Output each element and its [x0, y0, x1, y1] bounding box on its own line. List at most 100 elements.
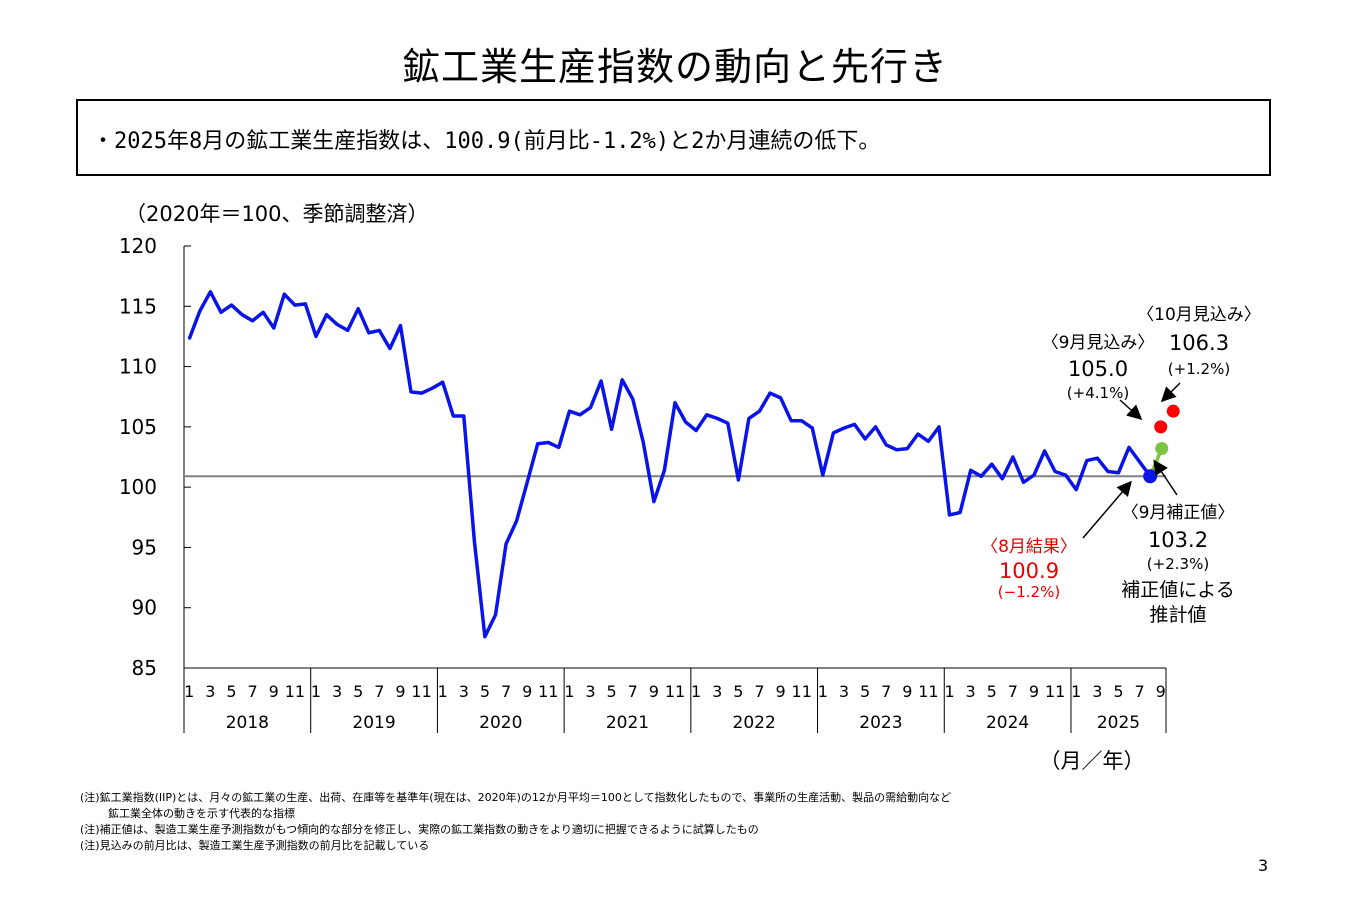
- series-point: [726, 422, 729, 425]
- x-month-label: 1: [818, 682, 828, 701]
- series-point: [314, 335, 317, 338]
- series-point: [705, 413, 708, 416]
- annotation-corrected-sep: 103.2: [1148, 528, 1208, 552]
- page-number: 3: [1258, 856, 1269, 875]
- x-month-label: 9: [1029, 682, 1039, 701]
- x-month-label: 5: [987, 682, 997, 701]
- x-month-label: 11: [792, 682, 812, 701]
- series-point: [1033, 474, 1036, 477]
- series-point: [695, 429, 698, 432]
- annotation-corrected-sep: 補正値による: [1121, 579, 1234, 601]
- x-month-label: 9: [649, 682, 659, 701]
- x-month-label: 11: [411, 682, 431, 701]
- x-month-label: 11: [1045, 682, 1065, 701]
- series-point: [441, 381, 444, 384]
- x-month-label: 11: [665, 682, 685, 701]
- arrow-corrected-sep: [1153, 459, 1178, 496]
- series-point: [1106, 470, 1109, 473]
- x-month-label: 1: [944, 682, 954, 701]
- series-point: [1011, 456, 1014, 458]
- x-month-label: 9: [522, 682, 532, 701]
- footnote-1: (注)鉱工業指数(IIP)とは、月々の鉱工業の生産、出荷、在庫等を基準年(現在は…: [80, 791, 952, 804]
- series-point: [758, 410, 761, 413]
- x-month-label: 3: [1092, 682, 1102, 701]
- summary-box: ・2025年8月の鉱工業生産指数は、100.9(前月比-1.2%)と2か月連続の…: [76, 99, 1271, 176]
- series-point: [557, 446, 560, 449]
- series-point: [272, 326, 275, 329]
- series-point: [515, 519, 518, 522]
- series-point: [547, 441, 550, 444]
- x-month-label: 5: [226, 682, 236, 701]
- y-tick-label: 95: [132, 535, 157, 559]
- series-point: [241, 313, 244, 316]
- series-point: [536, 442, 539, 445]
- series-point: [188, 337, 191, 340]
- series-point: [1043, 449, 1046, 452]
- series-point: [916, 433, 919, 436]
- y-tick-label: 115: [119, 294, 157, 318]
- x-month-label: 3: [332, 682, 342, 701]
- annotation-corrected-sep: 推計値: [1149, 604, 1206, 626]
- annotation-result-aug: (−1.2%): [998, 583, 1060, 601]
- series-point: [674, 401, 676, 404]
- series-point: [747, 417, 750, 420]
- series-point: [251, 319, 254, 322]
- series-point: [494, 613, 497, 616]
- series-point: [219, 311, 222, 314]
- y-tick-label: 100: [119, 475, 157, 499]
- series-point: [600, 380, 603, 383]
- x-month-label: 11: [918, 682, 938, 701]
- arrow-forecast-oct: [1160, 382, 1181, 403]
- series-point: [1075, 488, 1078, 491]
- series-point: [325, 313, 328, 316]
- x-month-label: 1: [184, 682, 194, 701]
- series-point: [821, 474, 824, 477]
- series-point: [959, 511, 962, 514]
- x-month-label: 7: [501, 682, 511, 701]
- x-month-label: 1: [311, 682, 321, 701]
- x-year-label: 2025: [1097, 713, 1140, 733]
- series-point: [589, 406, 592, 409]
- series-point: [293, 304, 296, 307]
- series-point: [1022, 481, 1025, 484]
- series-point: [610, 428, 613, 431]
- series-point: [420, 392, 423, 395]
- series-point: [505, 542, 508, 545]
- series-point: [452, 415, 455, 418]
- series-point: [853, 423, 856, 426]
- series-point: [885, 443, 888, 446]
- series-point: [1096, 457, 1099, 460]
- series-point: [262, 311, 265, 314]
- series-point: [230, 304, 233, 307]
- series-point: [832, 431, 835, 434]
- x-year-label: 2018: [226, 713, 269, 733]
- x-unit-label: （月／年）: [1040, 749, 1145, 773]
- x-month-label: 3: [459, 682, 469, 701]
- series-point: [800, 419, 803, 422]
- series-point: [874, 425, 877, 428]
- annotation-forecast-sep: (+4.1%): [1067, 384, 1129, 402]
- x-year-label: 2021: [606, 713, 649, 733]
- forecast-point: [1166, 404, 1180, 418]
- series-point: [1064, 474, 1067, 477]
- x-month-label: 7: [1135, 682, 1145, 701]
- annotation-corrected-sep: (+2.3%): [1147, 555, 1209, 573]
- series-point: [1138, 460, 1141, 463]
- arrow-result-aug: [1082, 480, 1132, 539]
- x-month-label: 7: [881, 682, 891, 701]
- series-point: [1117, 471, 1120, 474]
- series-point: [737, 478, 740, 481]
- annotation-forecast-oct: 〈10月見込み〉: [1137, 305, 1261, 325]
- series-point: [621, 378, 624, 381]
- series-point: [811, 427, 814, 430]
- series-point: [378, 329, 381, 332]
- y-tick-label: 90: [132, 596, 157, 620]
- x-month-label: 7: [628, 682, 638, 701]
- x-year-label: 2022: [733, 713, 776, 733]
- series-point: [304, 302, 307, 305]
- series-point: [346, 329, 349, 332]
- x-month-label: 5: [733, 682, 743, 701]
- series-point: [483, 635, 486, 638]
- annotation-result-aug: 〈8月結果〉: [981, 537, 1077, 557]
